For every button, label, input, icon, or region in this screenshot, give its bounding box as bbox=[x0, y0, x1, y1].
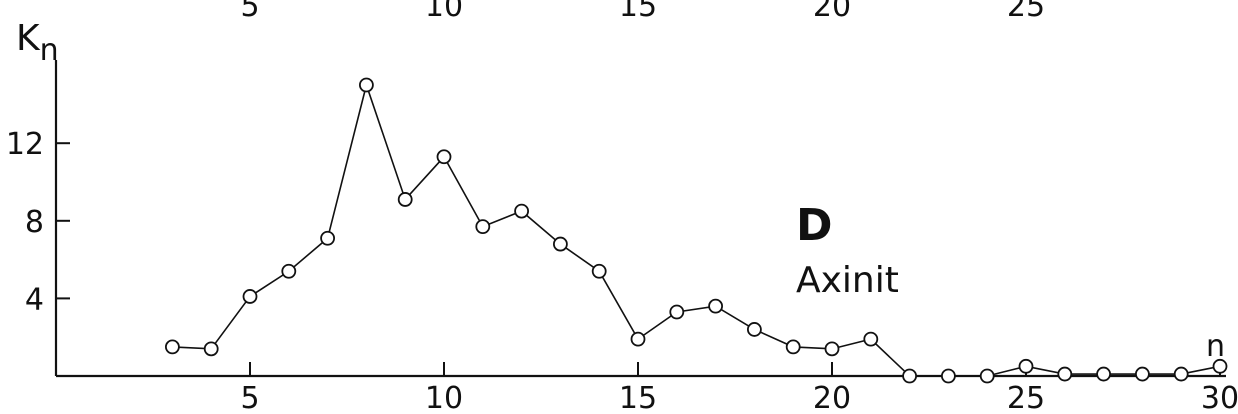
data-point-n16 bbox=[669, 304, 685, 320]
data-point-n10 bbox=[436, 149, 452, 165]
y-axis-label-text: Kn bbox=[16, 18, 59, 68]
data-point-n11 bbox=[475, 219, 491, 235]
data-point-n6 bbox=[281, 263, 297, 279]
top-tick-labels: 5 10 15 20 25 bbox=[240, 0, 1045, 24]
panel-label: D bbox=[796, 200, 833, 251]
data-point-n24 bbox=[979, 368, 995, 384]
y-ticks: 4 8 12 bbox=[6, 127, 70, 317]
top-tick-label-5: 5 bbox=[240, 0, 259, 24]
data-point-n27 bbox=[1096, 366, 1111, 382]
top-tick-label-25: 25 bbox=[1007, 0, 1045, 24]
x-tick-label-25: 25 bbox=[1007, 381, 1045, 414]
data-point-n29 bbox=[1173, 366, 1189, 382]
data-point-n17 bbox=[708, 298, 723, 314]
data-point-n26 bbox=[1057, 366, 1073, 382]
top-tick-label-20: 20 bbox=[813, 0, 851, 24]
x-axis-label: n bbox=[1206, 329, 1225, 364]
data-point-n7 bbox=[320, 230, 336, 246]
data-points bbox=[164, 77, 1228, 384]
data-point-n9 bbox=[397, 192, 413, 207]
data-point-n12 bbox=[514, 203, 529, 219]
series-line bbox=[172, 82, 1221, 377]
data-point-n5 bbox=[242, 289, 258, 304]
y-axis-label-subscript: n bbox=[40, 33, 59, 68]
data-point-n15 bbox=[630, 331, 646, 347]
mineral-label: Axinit bbox=[796, 260, 899, 301]
data-point-n8 bbox=[358, 77, 374, 93]
y-tick-label-8: 8 bbox=[25, 205, 44, 240]
x-tick-label-20: 20 bbox=[813, 381, 851, 414]
data-point-n20 bbox=[824, 341, 840, 357]
x-tick-label-10: 10 bbox=[425, 381, 463, 414]
data-point-n25 bbox=[1018, 358, 1034, 374]
top-tick-label-10: 10 bbox=[425, 0, 463, 24]
data-point-n14 bbox=[591, 263, 607, 279]
x-tick-label-30: 30 bbox=[1201, 381, 1238, 414]
x-tick-label-5: 5 bbox=[240, 381, 259, 414]
x-ticks: 5 10 15 20 25 30 bbox=[240, 362, 1238, 414]
data-point-n4 bbox=[203, 341, 219, 357]
y-tick-label-12: 12 bbox=[6, 127, 44, 162]
data-point-n21 bbox=[863, 331, 879, 347]
top-tick-label-15: 15 bbox=[619, 0, 657, 24]
data-point-n30 bbox=[1212, 358, 1228, 374]
data-point-n23 bbox=[941, 368, 956, 384]
y-tick-label-4: 4 bbox=[25, 282, 44, 317]
data-point-n3 bbox=[164, 339, 180, 355]
data-point-n19 bbox=[785, 339, 801, 355]
data-point-n13 bbox=[553, 236, 568, 252]
x-tick-label-15: 15 bbox=[619, 381, 657, 414]
data-point-n28 bbox=[1135, 366, 1150, 382]
data-point-n18 bbox=[747, 322, 762, 337]
data-point-n22 bbox=[902, 368, 917, 384]
y-axis-label: Kn bbox=[16, 18, 59, 68]
